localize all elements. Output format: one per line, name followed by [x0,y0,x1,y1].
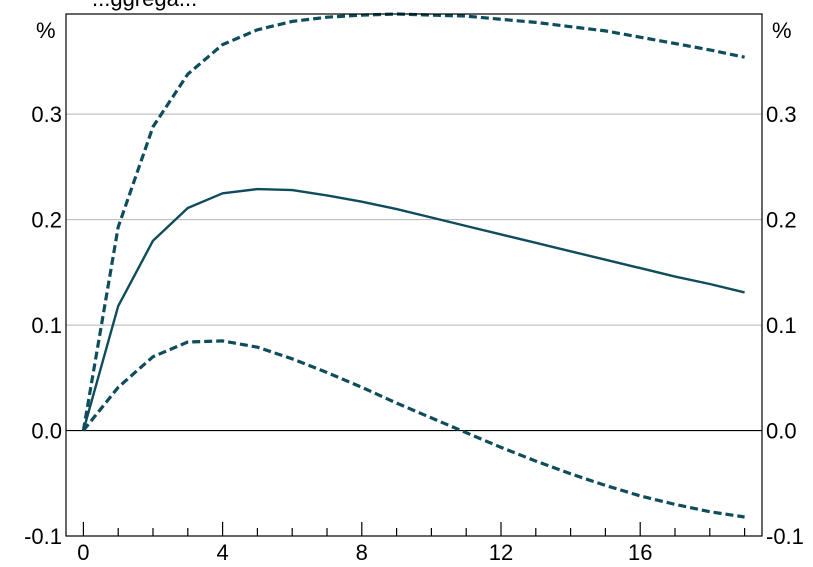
x-tick-label: 16 [628,540,652,562]
y-tick-label-right: 0.0 [766,419,797,444]
y-tick-label-right: -0.1 [766,524,804,549]
y-tick-label-left: 0.1 [31,313,62,338]
axis-ticks [82,522,746,536]
gridlines [66,113,762,432]
y-tick-label-right: 0.3 [766,102,797,127]
lower-bound-line [82,339,745,519]
axis-tick-labels: -0.1 -0.1 0.0 0.0 0.1 0.1 0.2 0.2 0.3 0.3 0 4 8 12 16 [24,102,804,565]
series-lines [81,12,745,519]
x-tick-label: 8 [356,540,368,562]
x-tick-label: 4 [216,540,228,562]
y-axis-unit-left: % [36,18,56,43]
y-tick-label-left: 0.0 [31,419,62,444]
y-tick-label-right: 0.1 [766,313,797,338]
y-tick-label-left: -0.1 [24,524,62,549]
central-estimate-line [82,187,745,431]
y-tick-label-right: 0.2 [766,208,797,233]
x-tick-label: 12 [489,540,513,562]
x-tick-label: 0 [77,540,89,562]
y-tick-label-left: 0.2 [31,208,62,233]
plot-frame [65,13,763,537]
y-tick-label-left: 0.3 [31,102,62,127]
upper-bound-line [81,12,745,431]
chart-title: ...ggrega... [92,0,197,11]
y-axis-unit-right: % [772,18,792,43]
